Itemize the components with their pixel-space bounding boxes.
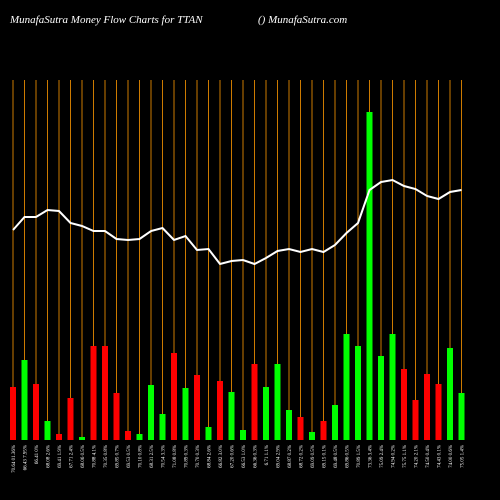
bar: [136, 434, 143, 440]
bar: [401, 369, 407, 440]
x-tick-label: 73.36 3.4%: [369, 445, 374, 468]
x-tick-label: 70.89 0.3%: [185, 445, 190, 468]
x-tick-label: 70.88 4.1%: [93, 445, 98, 468]
bar: [332, 405, 338, 440]
x-tick-label: 74.43 0.1%: [438, 445, 443, 468]
x-tick-label: 70.10 0.8%: [139, 445, 144, 468]
bar: [447, 348, 453, 440]
x-tick-label: 66.43 7.95%: [24, 445, 29, 470]
x-tick-label: 68.06 0.5%: [81, 445, 86, 468]
x-tick-label: 75.09 2.4%: [380, 445, 385, 468]
bar: [217, 381, 223, 440]
x-tick-label: 75.05 1.4%: [461, 445, 466, 468]
bar: [44, 421, 51, 440]
x-tick-label: 6.71 1.1%: [265, 445, 270, 465]
x-tick-label: 66.41 0%: [35, 445, 40, 464]
x-tick-label: 75.75 1.1%: [403, 445, 408, 468]
bar: [435, 384, 442, 440]
x-tick-label: 71.08 0.8%: [173, 445, 178, 468]
bar: [309, 432, 315, 440]
bar: [355, 346, 361, 440]
bar: [297, 417, 304, 440]
x-tick-label: 70.54 3.3%: [162, 445, 167, 468]
x-tick-label: 70.70 0.3%: [196, 445, 201, 468]
bar: [366, 112, 373, 440]
x-tick-label: 74.50 0.4%: [426, 445, 431, 468]
bar: [378, 356, 384, 440]
bar: [56, 434, 62, 440]
x-tick-label: 66.36 0.3%: [254, 445, 259, 468]
bar: [194, 375, 200, 440]
bar: [90, 346, 97, 440]
x-tick-label: 68.31 2.5%: [150, 445, 155, 468]
x-tick-label: 66.53 1.0%: [242, 445, 247, 468]
x-tick-label: 68.84 2.6%: [208, 445, 213, 468]
x-tick-label: 69.53 0.5%: [127, 445, 132, 468]
x-tick-label: 68.87 0.2%: [288, 445, 293, 468]
x-tick-label: 68.08 2.6%: [47, 445, 52, 468]
bar: [274, 364, 281, 440]
bar: [113, 393, 120, 440]
bar: [412, 400, 419, 440]
x-tick-label: 74.20 2.1%: [415, 445, 420, 468]
bar: [148, 385, 154, 440]
bar: [286, 410, 292, 440]
chart-title: MunafaSutra Money Flow Charts for TTAN: [9, 14, 203, 26]
x-tick-label: 69.86 0.5%: [346, 445, 351, 468]
bar: [10, 387, 16, 440]
bar: [251, 364, 258, 440]
x-tick-label: 74.94 0.2%: [392, 445, 397, 468]
bar: [205, 427, 212, 440]
bar: [33, 384, 39, 440]
x-tick-label: 67.71 2.4%: [70, 445, 75, 468]
bar: [159, 414, 166, 440]
bar: [320, 421, 327, 440]
x-tick-label: 67.20 0.6%: [231, 445, 236, 468]
x-tick-label: 70.89 1.5%: [357, 445, 362, 468]
bar: [102, 346, 108, 440]
bar: [343, 334, 350, 440]
x-tick-label: 74.00 0.6%: [449, 445, 454, 468]
bar: [79, 437, 85, 440]
bar: [171, 353, 177, 440]
x-tick-label: 69.15 0.1%: [323, 445, 328, 468]
bar: [228, 392, 235, 440]
bar: [389, 334, 396, 440]
x-tick-label: 70.64 01.36%: [12, 445, 17, 473]
bar: [424, 374, 430, 440]
x-tick-label: 69.48 0.5%: [334, 445, 339, 468]
x-tick-label: 69.09 0.5%: [311, 445, 316, 468]
x-tick-label: 66.82 3.0%: [219, 445, 224, 468]
bar: [182, 388, 189, 440]
bar: [263, 387, 269, 440]
bar: [21, 360, 28, 440]
x-tick-label: 70.35 0.8%: [104, 445, 109, 468]
x-tick-label: 69.85 0.7%: [116, 445, 121, 468]
bar: [458, 393, 465, 440]
bar: [125, 431, 131, 440]
x-tick-label: 68.72 0.2%: [300, 445, 305, 468]
chart-subtitle: () MunafaSutra.com: [258, 14, 347, 26]
x-tick-label: 69.41 1.9%: [58, 445, 63, 468]
bar: [240, 430, 246, 440]
bar: [67, 398, 74, 440]
money-flow-line: [12, 178, 462, 266]
x-tick-label: 69.04 2.9%: [277, 445, 282, 468]
